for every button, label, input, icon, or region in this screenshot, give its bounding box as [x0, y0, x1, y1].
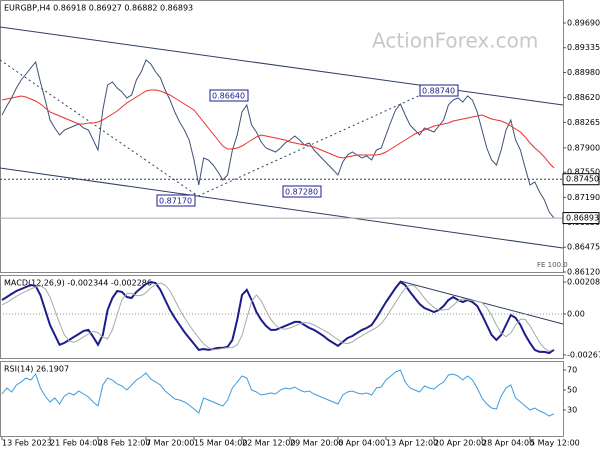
series-line [1, 59, 555, 219]
macd-panel [0, 275, 564, 359]
price-box [562, 212, 600, 225]
y-tick-label: 0.00 [567, 309, 585, 318]
y-tick-label: 0.002088 [567, 277, 600, 286]
x-tick-label: 28 Apr 04:00 [482, 439, 534, 448]
x-tick-label: 15 Mar 04:00 [194, 439, 247, 448]
x-tick-label: 7 Mar 20:00 [146, 439, 194, 448]
rsi-panel [0, 361, 564, 437]
annotation-box [419, 84, 459, 97]
y-tick-label: 30 [567, 406, 577, 415]
series-line [1, 369, 555, 417]
series-line [1, 280, 555, 355]
header: EURGBP,H4 0.86918 0.86927 0.86882 0.8689… [4, 4, 193, 13]
y-tick-label: 50 [567, 386, 577, 395]
rsi-label: RSI(14) 26.1907 [4, 365, 69, 374]
panel-frames [0, 0, 564, 437]
y-tick-label: 0.88265 [567, 118, 600, 127]
y-tick-label: 0.86120 [567, 268, 600, 277]
annotation-box [282, 185, 322, 198]
x-tick-label: 6 Apr 04:00 [338, 439, 385, 448]
annotation: 0.87280 [285, 188, 318, 197]
x-tick-label: 22 Mar 12:00 [242, 439, 295, 448]
annotation: 0.87170 [159, 197, 192, 206]
dotted-line [197, 92, 426, 197]
x-tick-label: 13 Feb 2023 [2, 439, 52, 448]
series-line [1, 282, 555, 352]
x-tick-label: 13 Apr 12:00 [386, 439, 438, 448]
y-tick-label: -0.002679 [567, 350, 600, 359]
x-tick-label: 29 Mar 20:00 [290, 439, 343, 448]
channel-lower [0, 167, 564, 249]
y-tick-label: 0.86475 [567, 243, 600, 252]
y-tick-label: 0.89690 [567, 18, 600, 27]
macd-label: MACD(12,26,9) -0.002344 -0.002286 [4, 279, 152, 288]
annotation-box [209, 89, 249, 102]
fe-label: FE 100.0 [537, 261, 568, 269]
annotation-box [156, 194, 196, 207]
trendlines [0, 26, 564, 325]
dotted-line [0, 59, 199, 197]
y-tick-label: 0.87900 [567, 143, 600, 152]
y-tick-label: 0.88980 [567, 68, 600, 77]
series-line [1, 89, 555, 169]
x-tick-label: 28 Feb 12:00 [98, 439, 150, 448]
y-tick-label: 0.87190 [567, 193, 600, 202]
y-tick-label: 0.88620 [567, 93, 600, 102]
annotation: 0.88740 [422, 87, 455, 96]
channel-upper [0, 26, 564, 106]
x-tick-label: 20 Apr 20:00 [434, 439, 486, 448]
y-tick-label: 70 [567, 366, 577, 375]
y-tick-label: 0.87550 [567, 168, 600, 177]
annotation: 0.86640 [212, 92, 245, 101]
watermark: ActionForex.com [372, 29, 538, 53]
price-panel [0, 0, 564, 273]
y-tick-label: 0.89335 [567, 43, 600, 52]
x-tick-label: 5 May 12:00 [530, 439, 580, 448]
price-box [562, 173, 600, 186]
x-tick-label: 21 Feb 04:00 [50, 439, 102, 448]
price-box-label: 0.86893 [566, 214, 599, 223]
price-box-label: 0.87450 [566, 175, 599, 184]
